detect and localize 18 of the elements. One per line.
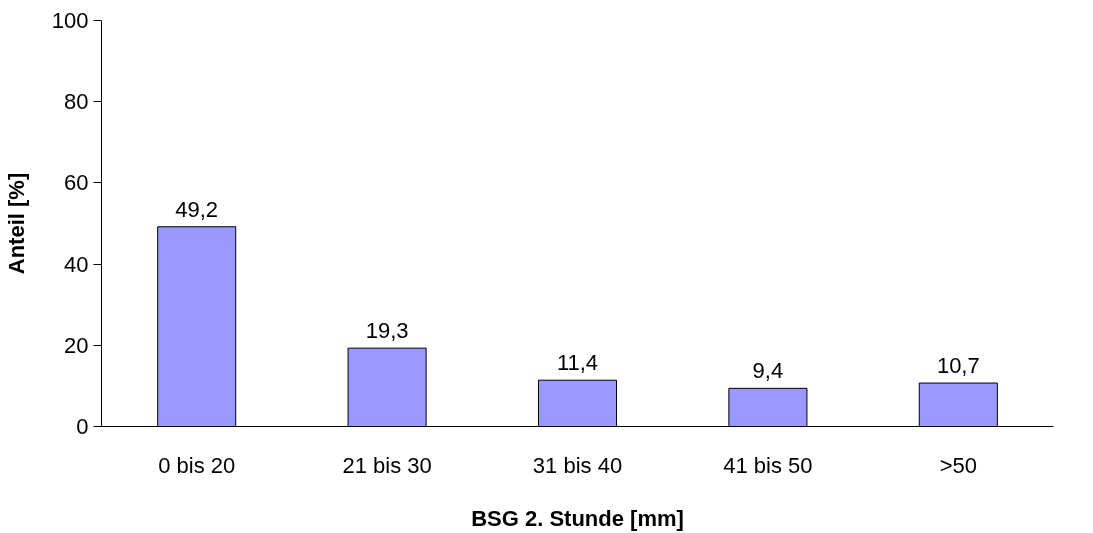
x-tick-label: >50: [939, 452, 977, 478]
x-tick-label: 0 bis 20: [158, 452, 236, 478]
y-tick-label: 60: [64, 170, 89, 196]
data-label: 19,3: [365, 318, 409, 344]
y-tick-label: 0: [76, 414, 89, 439]
data-label: 10,7: [936, 353, 980, 379]
y-tick-label: 20: [64, 332, 89, 358]
y-tick-label: 80: [64, 89, 89, 115]
x-axis-title: BSG 2. Stunde [mm]: [471, 505, 684, 531]
data-label: 49,2: [175, 196, 219, 222]
data-label: 9,4: [752, 358, 784, 384]
x-tick-label: 31 bis 40: [532, 452, 623, 478]
x-tick-label: 41 bis 50: [723, 452, 813, 478]
y-tick-label: 100: [51, 8, 89, 33]
y-tick-label: 40: [64, 251, 89, 277]
data-label: 11,4: [556, 350, 599, 376]
y-axis-title: Anteil [%]: [3, 172, 29, 275]
x-tick-label: 21 bis 30: [342, 452, 432, 478]
